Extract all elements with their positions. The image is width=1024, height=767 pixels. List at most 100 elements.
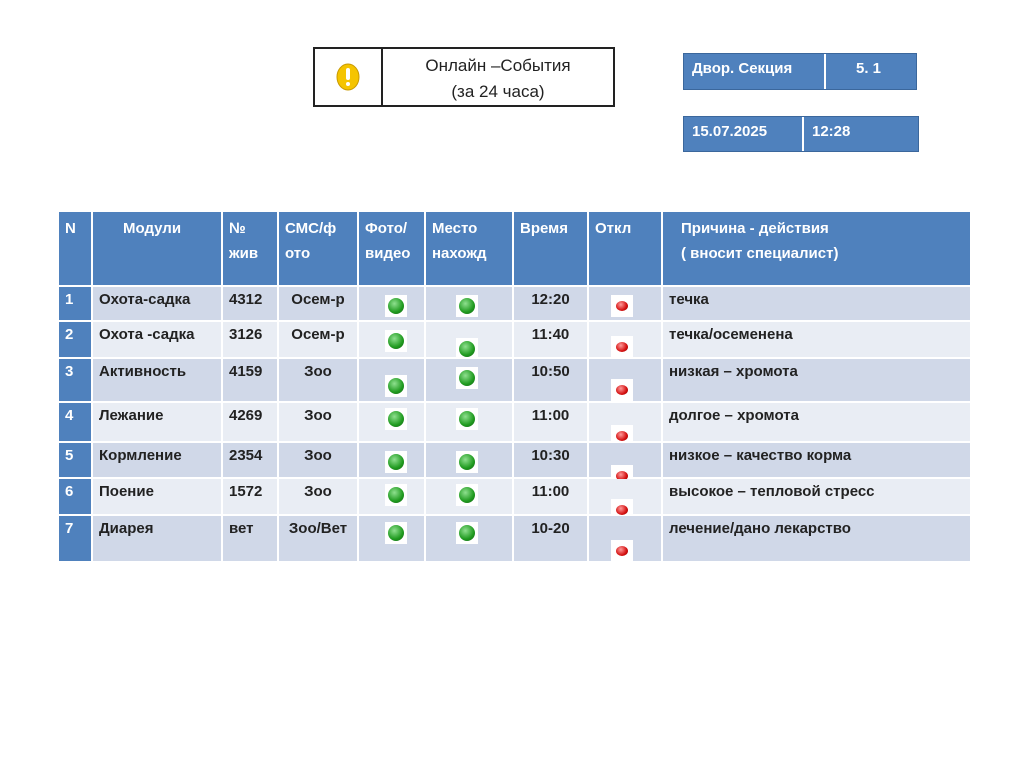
status-icon [456, 295, 478, 317]
status-icon [611, 540, 633, 562]
column-header: № жив [221, 210, 279, 287]
status-icon [456, 451, 478, 473]
table-cell: Зоо [277, 477, 359, 516]
column-header: N [57, 210, 93, 287]
table-cell [424, 357, 514, 403]
table-row: 1 Охота-садка 4312 Осем-р 12:20 течка [57, 285, 972, 322]
table-cell: 3 [57, 357, 93, 403]
table-cell: течка/осеменена [661, 320, 972, 359]
table-cell [424, 320, 514, 360]
column-header: Откл [587, 210, 663, 287]
table-cell [587, 285, 663, 322]
subtitle: (за 24 часа) [451, 82, 545, 101]
table-cell: Охота-садка [91, 285, 223, 322]
table-cell [424, 514, 514, 563]
status-icon [456, 367, 478, 389]
table-cell [587, 514, 663, 563]
table-cell [357, 285, 426, 322]
table-cell: 10:30 [512, 441, 589, 479]
status-icon [456, 338, 478, 360]
status-icon [385, 522, 407, 544]
table-cell: Активность [91, 357, 223, 403]
table-cell: Кормление [91, 441, 223, 479]
header-line: нахожд [432, 245, 487, 262]
events-text: Онлайн –События (за 24 часа) [383, 49, 613, 105]
table-cell: 1572 [221, 477, 279, 516]
status-icon [611, 295, 633, 317]
table-cell [357, 401, 426, 443]
table-cell: 11:40 [512, 320, 589, 359]
status-icon [456, 484, 478, 506]
header-line: Место [432, 220, 478, 237]
column-header: Модули [91, 210, 223, 287]
header-row: N Модули № жив СМС/ф ото Фото/видео Место нахожд… [57, 210, 972, 287]
table-cell: 4 [57, 401, 93, 443]
status-icon [385, 408, 407, 430]
status-icon [611, 379, 633, 401]
table-cell: лечение/дано лекарство [661, 514, 972, 563]
header-line: ото [285, 245, 311, 262]
info-label: Двор. Секция [684, 54, 826, 89]
table-cell [587, 477, 663, 521]
table-cell: 11:00 [512, 477, 589, 516]
table-row: 7 Диарея вет Зоо/Вет 10-20 лечение/дано лекар… [57, 514, 972, 563]
column-header: Место нахожд [424, 210, 514, 287]
table-row: 5 Кормление 2354 Зоо 10:30 низкое – качество … [57, 441, 972, 487]
table-cell: 2 [57, 320, 93, 359]
status-icon [456, 522, 478, 544]
column-header: Время [512, 210, 589, 287]
events-box: Онлайн –События (за 24 часа) [313, 47, 615, 107]
table-cell: вет [221, 514, 279, 563]
table-cell [587, 320, 663, 359]
table-cell: Лежание [91, 401, 223, 443]
status-icon [385, 375, 407, 397]
table-cell [424, 401, 514, 443]
table-cell: 4159 [221, 357, 279, 403]
warning-icon [315, 49, 383, 105]
table-cell: Диарея [91, 514, 223, 563]
table-row: 3 Активность 4159 Зоо 10:50 низкая – хромота [57, 357, 972, 403]
table-cell [357, 357, 426, 403]
status-icon [385, 451, 407, 473]
column-header: СМС/ф ото [277, 210, 359, 287]
table-cell: долгое – хромота [661, 401, 972, 443]
table-cell: 12:20 [512, 285, 589, 322]
table-cell: Осем-р [277, 320, 359, 359]
table-cell: Осем-р [277, 285, 359, 322]
table-cell: 6 [57, 477, 93, 516]
header-line: Время [520, 220, 568, 237]
table-row: 4 Лежание 4269 Зоо 11:00 долгое – хромота [57, 401, 972, 447]
column-header: Причина - действия ( вносит специалист) [661, 210, 972, 287]
header-line: Фото/ [365, 220, 408, 237]
table-cell: 10-20 [512, 514, 589, 563]
table-cell: 4269 [221, 401, 279, 443]
table-cell [424, 441, 514, 479]
header-line: жив [229, 245, 259, 262]
table-cell [357, 320, 426, 359]
header-line: Откл [595, 220, 632, 237]
table-cell: 4312 [221, 285, 279, 322]
table-cell: Охота -садка [91, 320, 223, 359]
info-label: 15.07.2025 [684, 117, 804, 151]
table-cell: Зоо [277, 441, 359, 479]
table-cell [357, 441, 426, 479]
title: Онлайн –События [425, 56, 571, 75]
info-value: 5. 1 [856, 60, 882, 77]
table-cell: низкая – хромота [661, 357, 972, 403]
header-line: Причина - действия [681, 220, 829, 237]
table-cell: 7 [57, 514, 93, 563]
table-cell: высокое – тепловой стресс [661, 477, 972, 516]
events-table: N Модули № жив СМС/ф ото Фото/видео Место нахожд… [57, 210, 972, 563]
table-cell: 11:00 [512, 401, 589, 443]
info-box: 15.07.2025 12:28 [683, 116, 919, 152]
header-line: N [65, 220, 76, 237]
table-cell: Зоо [277, 357, 359, 403]
table-cell: Зоо [277, 401, 359, 443]
table-cell: Зоо/Вет [277, 514, 359, 563]
table-row: 6 Поение 1572 Зоо 11:00 высокое – тепловой ст… [57, 477, 972, 521]
table-cell: низкое – качество корма [661, 441, 972, 479]
table-cell: 5 [57, 441, 93, 479]
table-cell: 10:50 [512, 357, 589, 403]
table-cell [587, 441, 663, 487]
icon [336, 63, 360, 91]
